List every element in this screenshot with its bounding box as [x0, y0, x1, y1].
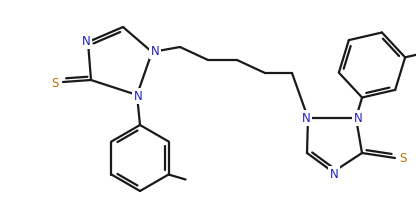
Text: N: N	[151, 45, 159, 58]
Text: N: N	[354, 111, 362, 124]
Text: N: N	[302, 111, 310, 124]
Text: N: N	[329, 168, 338, 180]
Text: N: N	[82, 35, 90, 47]
Text: S: S	[51, 77, 59, 89]
Text: S: S	[399, 153, 407, 165]
Text: N: N	[134, 89, 142, 103]
